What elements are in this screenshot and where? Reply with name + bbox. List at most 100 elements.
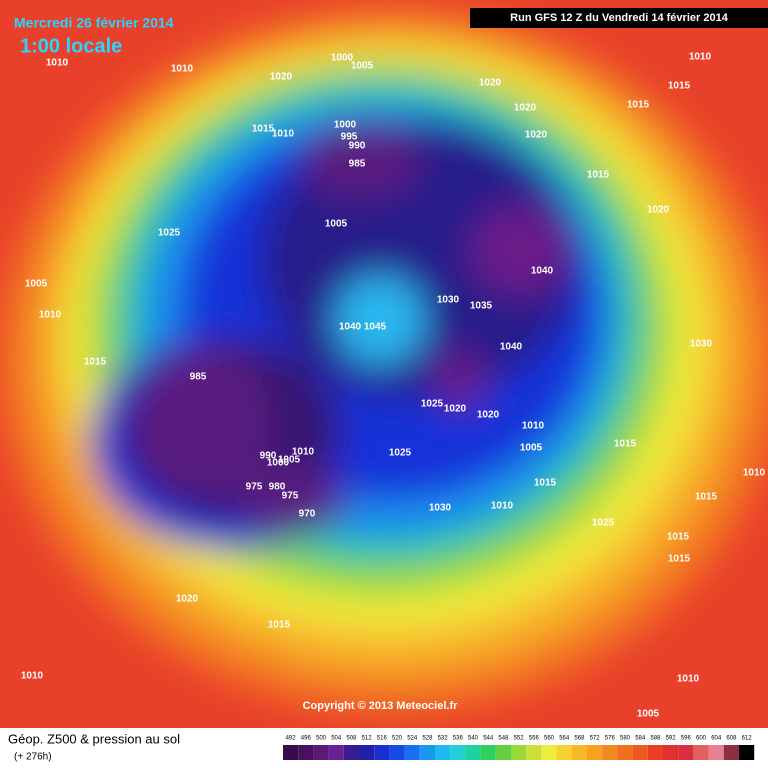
isobar-label: 1005 [520,443,543,454]
scale-label: 604 [711,736,722,742]
isobar-label: 1010 [272,129,295,140]
isobar-label: 1000 [267,458,290,469]
isobar-label: 1025 [158,228,181,239]
isobar-label: 1040 [500,342,523,353]
isobar-label: 1005 [25,279,48,290]
scale-label: 568 [574,736,585,742]
scale-swatch [708,745,724,760]
isobar-label: 1015 [268,620,291,631]
isobar-label: 1015 [614,439,637,450]
scale-swatch [389,745,405,760]
isobar-label: 1020 [477,410,500,421]
scale-swatch [343,745,359,760]
scale-label: 520 [392,736,403,742]
isobar-label: 980 [269,482,286,493]
scale-swatch [511,745,527,760]
scale-swatch [739,745,755,760]
scale-swatch [450,745,466,760]
isobar-label: 970 [299,509,316,520]
scale-label: 600 [696,736,707,742]
time: 1:00 locale [20,35,122,57]
isobar-label: 990 [349,141,366,152]
scale-swatch [632,745,648,760]
scale-label: 580 [620,736,631,742]
isobar-label: 1020 [270,72,293,83]
isobar-label: 1015 [667,532,690,543]
scale-swatch [571,745,587,760]
isobar-label: 975 [282,491,299,502]
scale-swatch [435,745,451,760]
isobar-label: 1005 [637,709,660,720]
color-scale: 492 496 500 504 508 512 516 520 524 528 532 536 540 5… [283,736,755,760]
scale-label: 512 [362,736,373,742]
scale-label: 496 [301,736,312,742]
isobar-label: 1015 [668,554,691,565]
header: Mercredi 26 février 2014 1:00 locale Run… [14,8,768,57]
scale-swatch [374,745,390,760]
isobar-label: 1010 [171,64,194,75]
isobar-label: 1020 [647,205,670,216]
scale-label: 576 [605,736,616,742]
isobar-label: 975 [246,482,263,493]
scale-label: 612 [742,736,753,742]
isobar-label: 1015 [84,357,107,368]
isobar-label: 1030 [429,503,452,514]
run-box [470,8,768,28]
isobar-label: 1035 [470,301,493,312]
isobar-label: 1000 [331,53,354,64]
scale-swatch [283,745,299,760]
isobar-label: 990 [260,451,277,462]
scale-swatch [465,745,481,760]
footer-title: Géop. Z500 & pression au sol [8,731,180,746]
scale-swatch [328,745,344,760]
scale-label: 596 [681,736,692,742]
isobar-label: 1015 [252,124,275,135]
scale-swatch [313,745,329,760]
scale-label: 536 [453,736,464,742]
scale-label: 528 [422,736,433,742]
isobar-label: 1020 [479,78,502,89]
isobar-label: 1000 [334,120,357,131]
scale-label: 552 [514,736,525,742]
isobar-label: 1015 [668,81,691,92]
scale-swatch [480,745,496,760]
isobar-label: 1045 [364,322,387,333]
isobar-label: 1030 [437,295,460,306]
scale-label: 588 [650,736,661,742]
run: Run GFS 12 Z du Vendredi 14 février 2014 [510,12,729,24]
date: Mercredi 26 février 2014 [14,15,174,31]
scale-swatch [404,745,420,760]
isobar-label: 1010 [677,674,700,685]
isobar-label: 1015 [627,100,650,111]
scale-swatch [617,745,633,760]
scale-label: 584 [635,736,646,742]
isobar-label: 1005 [278,455,301,466]
scale-label: 524 [407,736,418,742]
isobar-label: 1010 [491,501,514,512]
isobar-label: 1010 [522,421,545,432]
scale-label: 608 [726,736,737,742]
scale-swatch [526,745,542,760]
scale-label: 548 [498,736,509,742]
isobar-label: 1010 [21,671,44,682]
scale-label: 508 [346,736,357,742]
scale-label: 592 [666,736,677,742]
scale-label: 572 [590,736,601,742]
scale-label: 556 [529,736,540,742]
scale-swatch [678,745,694,760]
isobar-label: 985 [349,159,366,170]
isobar-label: 1010 [689,52,712,63]
isobar-label: 1040 [531,266,554,277]
scale-swatch [587,745,603,760]
scale-swatch [541,745,557,760]
scale-swatch [298,745,314,760]
scale-swatch [556,745,572,760]
scale-swatch [693,745,709,760]
isobar-label: 1015 [695,492,718,503]
map-field [0,0,768,728]
isobar-label: 1025 [389,448,412,459]
isobar-label: 985 [190,372,207,383]
isobar-label: 1025 [592,518,615,529]
